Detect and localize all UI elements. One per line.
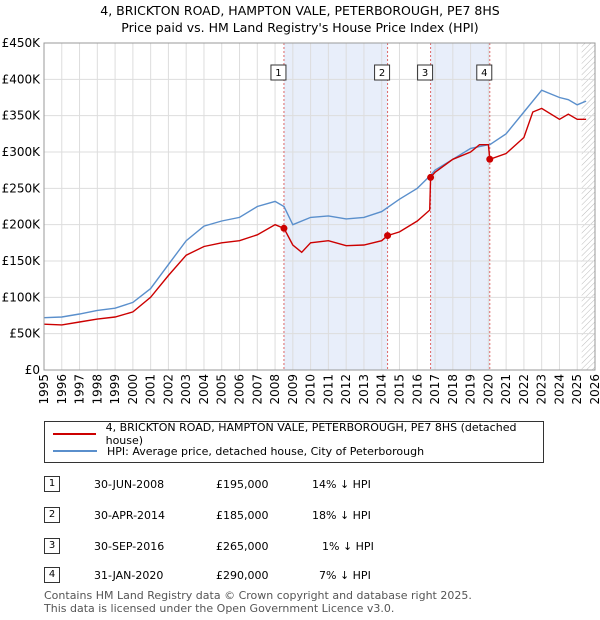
- legend-swatch-property: [53, 433, 96, 435]
- sale-label-box: [270, 64, 287, 81]
- transaction-hpi: 14% ↓ HPI: [312, 478, 371, 491]
- x-tick-label: 2003: [179, 374, 193, 405]
- price-chart: £0 £50K £100K £150K £200K £250K £300K £350K £400…: [2, 36, 600, 405]
- y-tick-label: £250K: [2, 181, 42, 195]
- x-tick-label: 2013: [357, 374, 371, 405]
- x-tick-label: 1997: [73, 374, 87, 405]
- sale-label-box: [476, 64, 493, 81]
- sale-label: 1: [275, 68, 281, 79]
- y-tick-label: £50K: [9, 327, 41, 341]
- x-tick-label: 2009: [286, 374, 300, 405]
- x-tick-label: 1996: [55, 374, 69, 405]
- x-tick-label: 2006: [233, 374, 247, 405]
- y-tick-label: £100K: [2, 290, 42, 304]
- sale-point: [280, 224, 288, 232]
- chart-title: 4, BRICKTON ROAD, HAMPTON VALE, PETERBOR…: [100, 3, 500, 18]
- transaction-price: £290,000: [216, 569, 269, 582]
- x-tick-label: 2008: [268, 374, 282, 405]
- transaction-price: £265,000: [216, 540, 269, 553]
- y-tick-label: £300K: [2, 145, 42, 159]
- x-tick-label: 2023: [535, 374, 549, 405]
- transaction-number: 2: [44, 507, 60, 523]
- x-tick-label: 2016: [410, 374, 424, 405]
- transaction-date: 30-SEP-2016: [94, 540, 165, 553]
- x-tick-label: 2007: [250, 374, 264, 405]
- sale-label: 2: [379, 68, 385, 79]
- footer-copyright: Contains HM Land Registry data © Crown c…: [44, 589, 472, 602]
- legend-item-hpi: HPI: Average price, detached house, City…: [53, 443, 424, 459]
- x-tick-label: 2020: [481, 374, 495, 405]
- x-tick-label: 2014: [375, 374, 389, 405]
- sale-point: [384, 232, 392, 240]
- shaded-period: [283, 43, 388, 370]
- plot-border: [43, 42, 596, 371]
- x-tick-label: 2002: [161, 374, 175, 405]
- x-tick-label: 2015: [392, 374, 406, 405]
- transaction-number: 1: [44, 476, 60, 492]
- y-tick-label: £400K: [2, 72, 42, 86]
- legend-label-hpi: HPI: Average price, detached house, City…: [107, 444, 425, 458]
- transaction-number: 4: [44, 567, 60, 583]
- transaction-hpi: 7% ↓ HPI: [319, 569, 371, 582]
- x-tick-label: 2011: [321, 374, 335, 405]
- forecast-hatch: [581, 43, 595, 370]
- x-tick-label: 2010: [304, 374, 318, 405]
- x-tick-label: 1998: [90, 374, 104, 405]
- chart-subtitle: Price paid vs. HM Land Registry's House …: [121, 20, 479, 35]
- y-tick-label: £350K: [2, 109, 42, 123]
- transaction-hpi: 1% ↓ HPI: [322, 540, 374, 553]
- y-tick-label: £0: [25, 363, 40, 377]
- sale-label: 4: [481, 68, 487, 79]
- x-tick-label: 2022: [517, 374, 531, 405]
- y-tick-label: £450K: [2, 36, 42, 50]
- legend-item-property: 4, BRICKTON ROAD, HAMPTON VALE, PETERBOR…: [53, 421, 543, 447]
- transaction-number: 3: [44, 538, 60, 554]
- x-tick-label: 2004: [197, 374, 211, 405]
- transaction-date: 30-JUN-2008: [94, 478, 165, 491]
- x-tick-label: 2026: [588, 374, 600, 405]
- x-tick-label: 2024: [552, 374, 566, 405]
- sale-label-box: [417, 64, 434, 81]
- transaction-price: £185,000: [216, 509, 269, 522]
- y-tick-label: £150K: [2, 254, 42, 268]
- sale-point: [486, 155, 494, 163]
- legend: 4, BRICKTON ROAD, HAMPTON VALE, PETERBOR…: [44, 421, 544, 463]
- x-tick-label: 2000: [126, 374, 140, 405]
- footer-attribution: Contains HM Land Registry data © Crown c…: [44, 589, 472, 615]
- legend-label-property: 4, BRICKTON ROAD, HAMPTON VALE, PETERBOR…: [105, 421, 517, 447]
- transaction-hpi: 18% ↓ HPI: [312, 509, 371, 522]
- x-tick-label: 2025: [570, 374, 584, 405]
- sale-label-box: [374, 64, 391, 81]
- x-tick-label: 2012: [339, 374, 353, 405]
- y-tick-label: £200K: [2, 218, 42, 232]
- x-tick-label: 2019: [464, 374, 478, 405]
- x-tick-label: 2021: [499, 374, 513, 405]
- x-tick-label: 2005: [215, 374, 229, 405]
- x-tick-label: 2001: [144, 374, 158, 405]
- footer-license: This data is licensed under the Open Gov…: [44, 602, 395, 615]
- x-tick-label: 1999: [108, 374, 122, 405]
- shaded-period: [430, 43, 490, 370]
- x-tick-label: 2018: [446, 374, 460, 405]
- transaction-date: 31-JAN-2020: [94, 569, 164, 582]
- transaction-price: £195,000: [216, 478, 269, 491]
- legend-swatch-hpi: [53, 450, 97, 452]
- hpi-line: [43, 89, 587, 319]
- sale-label: 3: [422, 68, 428, 79]
- x-tick-label: 1995: [37, 374, 51, 405]
- transaction-date: 30-APR-2014: [94, 509, 166, 522]
- sale-point: [427, 173, 435, 181]
- x-tick-label: 2017: [428, 374, 442, 405]
- property-price-line: [43, 107, 587, 326]
